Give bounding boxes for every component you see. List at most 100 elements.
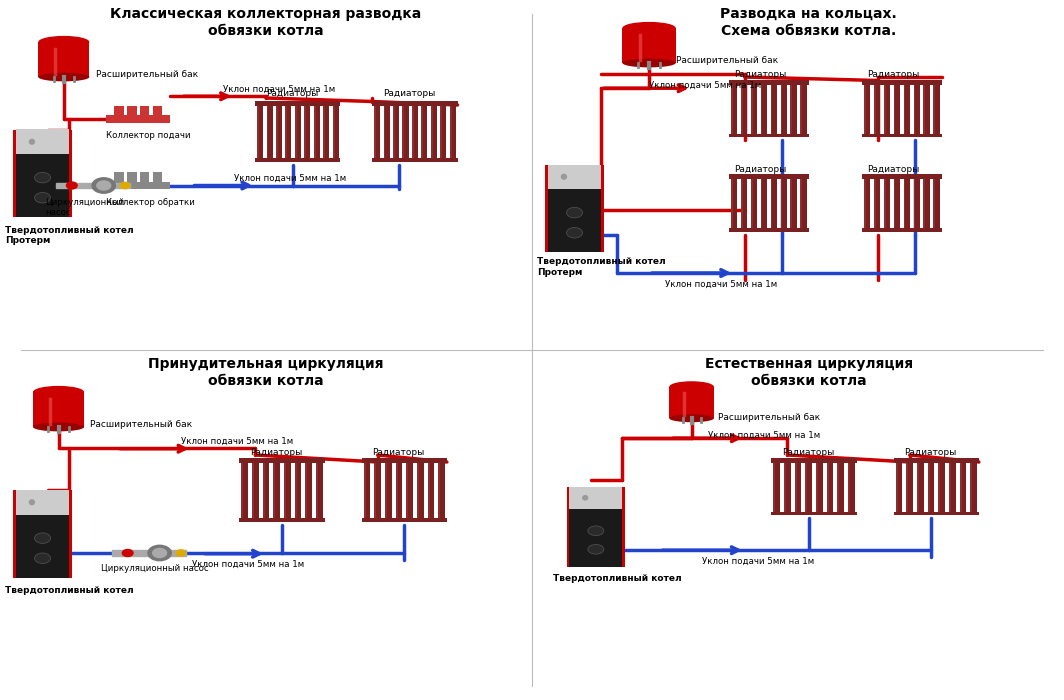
Ellipse shape [33,386,84,398]
Text: Уклон подачи 5мм на 1м: Уклон подачи 5мм на 1м [665,280,777,289]
Bar [864,175,865,231]
Bar [372,158,458,162]
Bar [960,458,966,514]
Ellipse shape [38,36,89,48]
Bar [569,486,622,509]
Bar [771,458,857,463]
Bar [375,102,376,160]
Bar [894,175,900,231]
Bar [364,459,366,521]
Bar [393,102,399,160]
Text: Циркуляционный
насос: Циркуляционный насос [45,197,124,217]
Bar [16,130,69,154]
Bar [761,175,763,231]
Ellipse shape [561,174,567,180]
Bar [396,459,398,521]
Bar [770,80,777,136]
Text: Расширительный бак: Расширительный бак [90,420,193,429]
Text: Уклон подачи 5мм на 1м: Уклон подачи 5мм на 1м [708,430,819,440]
Bar [16,514,69,578]
Bar [375,102,380,160]
Bar [933,175,935,231]
Ellipse shape [669,414,714,422]
Bar [364,459,370,521]
Bar [800,80,802,136]
Bar [362,458,447,463]
Bar [731,175,737,231]
Bar [333,102,338,160]
Bar [848,458,854,514]
Text: Циркуляционный насос: Циркуляционный насос [101,564,209,573]
Bar [375,459,377,521]
Text: Принудительная циркуляция
обвязки котла: Принудительная циркуляция обвязки котла [148,357,384,388]
Bar [771,512,857,515]
Bar [883,175,885,231]
Bar [805,458,812,514]
Bar [750,80,757,136]
Bar [257,102,263,160]
Ellipse shape [38,73,89,81]
Bar [805,458,808,514]
Bar [903,175,910,231]
Bar [106,181,170,190]
Bar [770,80,772,136]
Bar [13,130,72,217]
Ellipse shape [566,207,583,218]
Bar [362,518,447,522]
Bar [933,80,940,136]
Bar [795,458,797,514]
Bar [784,458,786,514]
Bar [750,175,757,231]
Bar [864,175,870,231]
Bar [903,80,910,136]
Bar [741,175,747,231]
Bar [239,458,325,463]
Bar [314,102,320,160]
Bar [273,459,276,521]
Bar [896,458,898,514]
Bar [242,459,244,521]
Bar [914,175,920,231]
Text: Радиаторы: Радиаторы [782,448,834,457]
Bar [729,228,809,232]
Bar [285,102,287,160]
Bar [33,392,84,427]
Text: Уклон подачи 5мм на 1м: Уклон подачи 5мм на 1м [234,174,346,183]
Bar [949,458,951,514]
Bar [450,102,451,160]
Circle shape [153,549,166,557]
Bar [761,80,767,136]
Bar [263,459,269,521]
Bar [894,80,900,136]
Bar [928,458,934,514]
Bar [827,458,829,514]
Text: Радиаторы: Радиаторы [250,448,302,457]
Bar [295,102,301,160]
Bar [729,80,809,85]
Bar [266,102,272,160]
Bar [874,175,880,231]
Ellipse shape [587,545,604,554]
Text: Расширительный бак: Расширительный бак [96,70,198,79]
Bar [938,458,941,514]
Bar [874,80,876,136]
Bar [883,80,885,136]
Bar [450,102,455,160]
Bar [750,80,752,136]
Bar [255,158,340,162]
Bar [153,172,162,181]
Circle shape [97,181,111,190]
Bar [750,175,752,231]
Bar [305,459,312,521]
Bar [903,80,905,136]
Bar [816,458,822,514]
Bar [761,80,763,136]
Text: Уклон подачи 5мм на 1м: Уклон подачи 5мм на 1м [649,80,761,90]
Bar [791,175,797,231]
Bar [862,80,942,85]
Bar [284,459,290,521]
Ellipse shape [587,526,604,536]
Ellipse shape [34,193,50,203]
Ellipse shape [34,533,50,543]
Bar [548,164,601,189]
